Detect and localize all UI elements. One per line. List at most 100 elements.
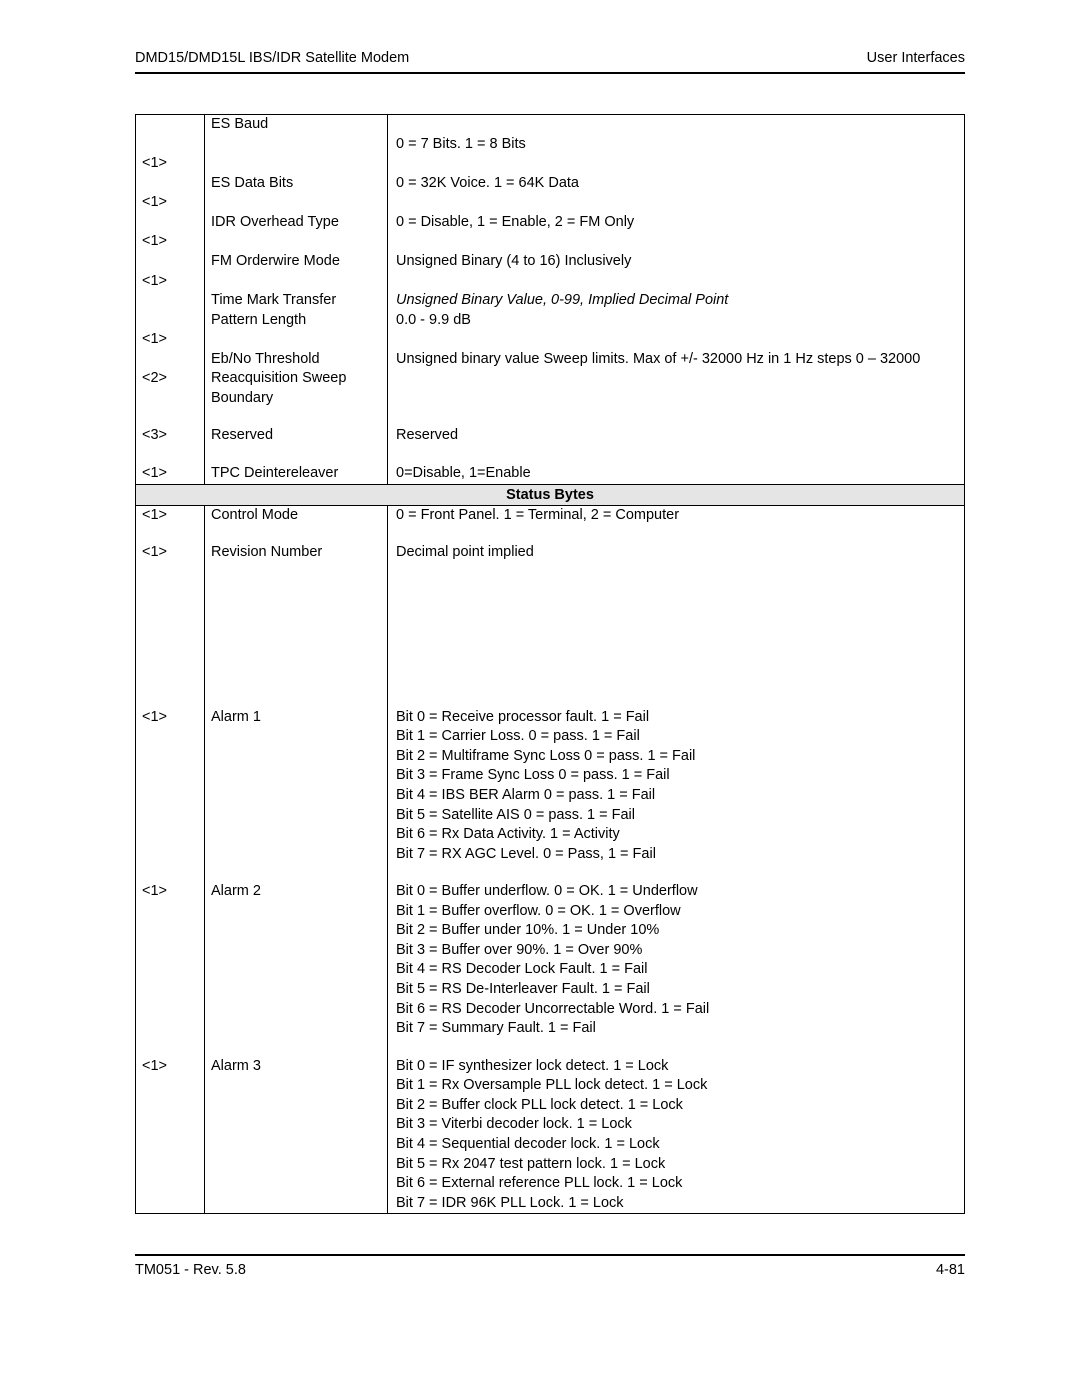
param-desc-cell xyxy=(388,154,965,174)
byte-code-cell: <1> xyxy=(136,232,205,252)
section-header-status-bytes: Status Bytes xyxy=(136,484,965,505)
param-name-cell: FM Orderwire Mode xyxy=(205,252,388,272)
table-row: FM Orderwire ModeUnsigned Binary (4 to 1… xyxy=(136,252,965,272)
page-header: DMD15/DMD15L IBS/IDR Satellite Modem Use… xyxy=(135,50,965,74)
param-name-cell xyxy=(205,154,388,174)
param-desc-cell: Bit 0 = Receive processor fault. 1 = Fai… xyxy=(388,708,965,865)
param-desc-cell xyxy=(388,1039,965,1057)
table-row: <1> xyxy=(136,330,965,350)
byte-code-cell: <1> xyxy=(136,154,205,174)
header-left: DMD15/DMD15L IBS/IDR Satellite Modem xyxy=(135,50,409,66)
byte-code-cell: <1> xyxy=(136,1057,205,1214)
param-desc-cell: Unsigned Binary (4 to 16) Inclusively xyxy=(388,252,965,272)
byte-code-cell xyxy=(136,1039,205,1057)
param-name-cell xyxy=(205,525,388,543)
byte-code-cell xyxy=(136,115,205,155)
byte-code-cell: <3> xyxy=(136,426,205,446)
byte-code-cell: <1> xyxy=(136,505,205,525)
param-name-cell: Reacquisition Sweep Boundary xyxy=(205,369,388,408)
byte-code-cell xyxy=(136,213,205,233)
byte-code-cell: <1> xyxy=(136,708,205,865)
param-name-cell: Alarm 1 xyxy=(205,708,388,865)
table-row: <1> xyxy=(136,272,965,292)
table-row xyxy=(136,408,965,426)
param-name-cell: Alarm 3 xyxy=(205,1057,388,1214)
data-table: ES Baud 0 = 7 Bits. 1 = 8 Bits<1>ES Data… xyxy=(135,114,965,1214)
byte-code-cell: <1> xyxy=(136,882,205,1039)
param-name-cell: Eb/No Threshold xyxy=(205,350,388,370)
header-right: User Interfaces xyxy=(867,50,965,66)
table-row: <1> xyxy=(136,154,965,174)
byte-code-cell: <2> xyxy=(136,369,205,408)
param-desc-cell xyxy=(388,272,965,292)
table-row: ES Baud 0 = 7 Bits. 1 = 8 Bits xyxy=(136,115,965,155)
param-desc-cell xyxy=(388,193,965,213)
byte-code-cell: <1> xyxy=(136,193,205,213)
byte-code-cell: <1> xyxy=(136,330,205,350)
param-name-cell xyxy=(205,1039,388,1057)
param-desc-cell: Bit 0 = Buffer underflow. 0 = OK. 1 = Un… xyxy=(388,882,965,1039)
param-name-cell xyxy=(205,408,388,426)
table-row: <1>Alarm 3Bit 0 = IF synthesizer lock de… xyxy=(136,1057,965,1214)
table-row xyxy=(136,563,965,708)
byte-code-cell xyxy=(136,408,205,426)
param-desc-cell xyxy=(388,408,965,426)
byte-code-cell: <1> xyxy=(136,543,205,563)
page-footer: TM051 - Rev. 5.8 4-81 xyxy=(135,1254,965,1278)
param-name-cell: Reserved xyxy=(205,426,388,446)
table-row: Eb/No ThresholdUnsigned binary value Swe… xyxy=(136,350,965,370)
param-desc-cell xyxy=(388,446,965,464)
table-row xyxy=(136,864,965,882)
table-row: <1>Alarm 1Bit 0 = Receive processor faul… xyxy=(136,708,965,865)
param-name-cell: TPC Deintereleaver xyxy=(205,464,388,484)
param-desc-cell xyxy=(388,330,965,350)
table-row: <1> xyxy=(136,193,965,213)
param-name-cell xyxy=(205,864,388,882)
param-name-cell: ES Data Bits xyxy=(205,174,388,194)
footer-right: 4-81 xyxy=(936,1262,965,1278)
param-desc-cell xyxy=(388,232,965,252)
table-row: <1> xyxy=(136,232,965,252)
byte-code-cell: <1> xyxy=(136,272,205,292)
table-row: <1>Revision NumberDecimal point implied xyxy=(136,543,965,563)
param-name-cell xyxy=(205,563,388,708)
table-row xyxy=(136,1039,965,1057)
param-name-cell xyxy=(205,272,388,292)
param-name-cell: IDR Overhead Type xyxy=(205,213,388,233)
param-desc-cell xyxy=(388,525,965,543)
byte-code-cell xyxy=(136,291,205,330)
table-row: <3>ReservedReserved xyxy=(136,426,965,446)
param-desc-cell: Unsigned binary value Sweep limits. Max … xyxy=(388,350,965,370)
table-row: <1>TPC Deintereleaver0=Disable, 1=Enable xyxy=(136,464,965,484)
param-name-cell: Revision Number xyxy=(205,543,388,563)
byte-code-cell xyxy=(136,864,205,882)
param-name-cell: ES Baud xyxy=(205,115,388,155)
byte-code-cell: <1> xyxy=(136,464,205,484)
param-desc-cell xyxy=(388,369,965,408)
param-desc-cell xyxy=(388,563,965,708)
byte-code-cell xyxy=(136,252,205,272)
param-desc-cell: 0 = 7 Bits. 1 = 8 Bits xyxy=(388,115,965,155)
table-row xyxy=(136,525,965,543)
param-name-cell xyxy=(205,193,388,213)
param-name-cell: Control Mode xyxy=(205,505,388,525)
byte-code-cell xyxy=(136,525,205,543)
param-name-cell: Time Mark Transfer Pattern Length xyxy=(205,291,388,330)
table-row xyxy=(136,446,965,464)
param-name-cell: Alarm 2 xyxy=(205,882,388,1039)
param-desc-cell xyxy=(388,864,965,882)
param-desc-cell: Unsigned Binary Value, 0-99, Implied Dec… xyxy=(388,291,965,330)
param-desc-cell: Bit 0 = IF synthesizer lock detect. 1 = … xyxy=(388,1057,965,1214)
table-row: <2>Reacquisition Sweep Boundary xyxy=(136,369,965,408)
table-row: ES Data Bits0 = 32K Voice. 1 = 64K Data xyxy=(136,174,965,194)
byte-code-cell xyxy=(136,563,205,708)
table-row: <1>Control Mode0 = Front Panel. 1 = Term… xyxy=(136,505,965,525)
table-row: Time Mark Transfer Pattern LengthUnsigne… xyxy=(136,291,965,330)
param-desc-cell: 0 = Front Panel. 1 = Terminal, 2 = Compu… xyxy=(388,505,965,525)
param-name-cell xyxy=(205,232,388,252)
table-row: IDR Overhead Type0 = Disable, 1 = Enable… xyxy=(136,213,965,233)
param-desc-cell: 0=Disable, 1=Enable xyxy=(388,464,965,484)
byte-code-cell xyxy=(136,350,205,370)
byte-code-cell xyxy=(136,174,205,194)
param-name-cell xyxy=(205,330,388,350)
